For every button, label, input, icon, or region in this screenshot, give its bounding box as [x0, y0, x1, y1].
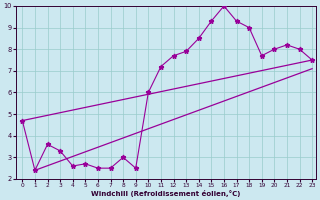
X-axis label: Windchill (Refroidissement éolien,°C): Windchill (Refroidissement éolien,°C) — [91, 190, 241, 197]
